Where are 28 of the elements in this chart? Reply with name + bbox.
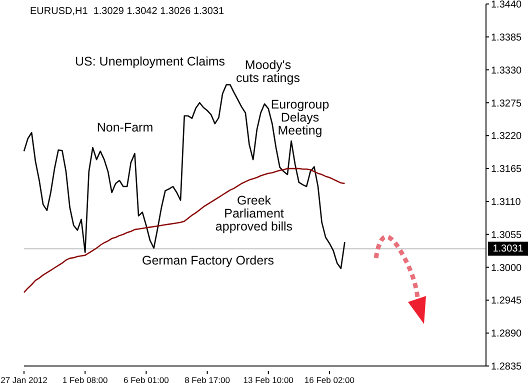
y-tick-label: 1.3220 (491, 131, 522, 142)
y-tick-label: 1.3000 (491, 262, 522, 274)
annotation: Greek Parliament approved bills (215, 194, 293, 234)
y-tick-label: 1.3165 (491, 164, 522, 176)
line-series (23, 84, 346, 270)
y-tick-label: 1.2945 (491, 296, 522, 307)
y-tick-label: 1.3440 (491, 0, 522, 11)
annotation: Eurogroup Delays Meeting (270, 98, 330, 138)
ref-line-label: 1.3031 (492, 243, 524, 254)
x-tick-label: 16 Feb 02:00 (304, 375, 355, 383)
annotation: Moody's cuts ratings (236, 58, 300, 85)
y-tick-label: 1.3055 (491, 230, 522, 241)
line-series (23, 168, 346, 294)
y-tick-label: 1.3110 (491, 197, 522, 208)
x-tick-label: 6 Feb 01:00 (123, 375, 170, 383)
x-tick-label: 1 Feb 08:00 (62, 375, 108, 383)
x-tick-label: 27 Jan 2012 (0, 375, 48, 383)
annotation: Non-Farm (96, 120, 154, 134)
annotation: US: Unemployment Claims (74, 54, 226, 68)
x-tick-label: 13 Feb 10:00 (243, 375, 294, 383)
y-tick-label: 1.3275 (491, 98, 522, 110)
x-tick-label: 8 Feb 17:00 (184, 375, 230, 383)
annotation: German Factory Orders (142, 254, 274, 268)
y-tick-label: 1.2890 (491, 328, 522, 340)
y-tick-label: 1.2835 (491, 362, 522, 373)
chart-title: EURUSD,H1 1.3029 1.3042 1.3026 1.3031 (30, 6, 224, 17)
y-tick-label: 1.3385 (491, 32, 522, 44)
y-tick-label: 1.3330 (491, 65, 522, 76)
